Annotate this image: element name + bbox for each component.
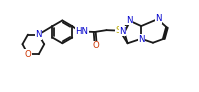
Text: N: N <box>119 27 126 36</box>
Text: N: N <box>35 30 42 39</box>
Text: O: O <box>92 41 99 50</box>
Text: HN: HN <box>75 27 88 36</box>
Text: N: N <box>138 35 145 44</box>
Text: S: S <box>115 26 121 35</box>
Text: O: O <box>24 50 31 59</box>
Text: N: N <box>155 14 161 23</box>
Text: N: N <box>126 16 132 25</box>
